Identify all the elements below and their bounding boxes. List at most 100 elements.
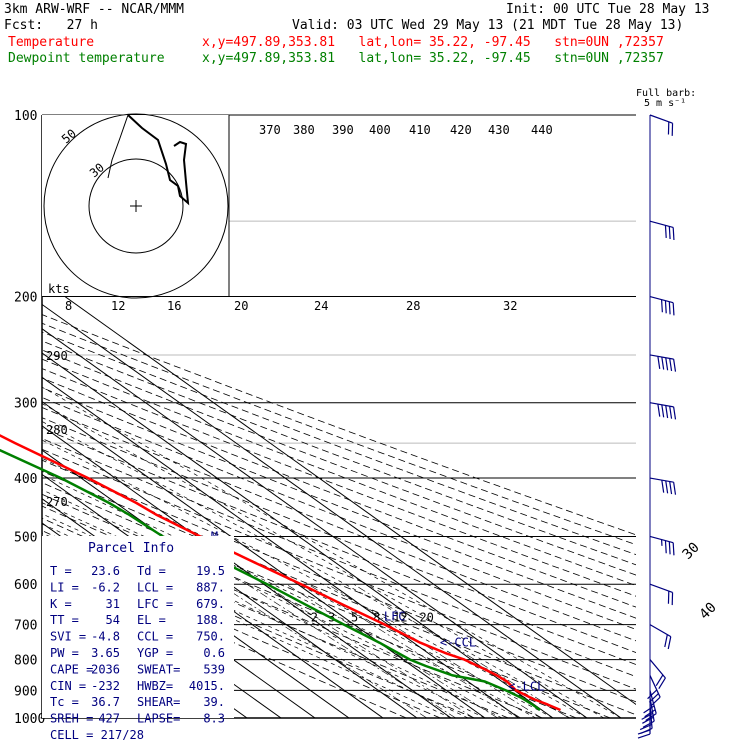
temperature-location: x,y=497.89,353.81 lat,lon= 35.22, -97.45… — [202, 35, 664, 50]
parcel-info-cell: 2036 — [91, 662, 120, 676]
pressure-tick-label: 200 — [14, 291, 37, 306]
wind-barb-flag — [650, 696, 661, 707]
parcel-info-cell: CIN = — [50, 679, 86, 693]
temperature-legend: Temperature — [8, 35, 95, 50]
parcel-info-cell: SHEAR= — [137, 695, 180, 709]
wind-barb-staff — [649, 535, 674, 544]
pressure-tick-label: 900 — [14, 684, 37, 699]
temperature-tick-label: 40 — [697, 600, 720, 623]
wind-barb-flag — [658, 677, 666, 690]
dry-adiabat — [42, 438, 636, 678]
mixing-ratio-line — [327, 583, 542, 718]
wind-barb-flag — [668, 541, 671, 555]
wind-barb-staff — [649, 220, 674, 228]
theta-label: 440 — [531, 123, 553, 137]
wind-barb-flag — [665, 405, 669, 419]
wind-barb-flag — [672, 542, 675, 556]
dry-adiabat — [42, 505, 543, 718]
wind-barb-flag — [637, 733, 651, 739]
ccl-marker: <-CCL — [440, 636, 476, 650]
dry-adiabat — [42, 448, 636, 690]
parcel-info-cell: 679. — [196, 597, 225, 611]
parcel-info-cell: 4015. — [189, 679, 225, 693]
wind-barb-flag — [657, 404, 661, 417]
parcel-info-cell: -232 — [91, 679, 120, 693]
parcel-info-cell: 427 — [98, 712, 120, 726]
pressure-tick-label: 100 — [14, 109, 37, 124]
mixing-ratio-label: 2 — [311, 611, 318, 625]
wind-barb-flag — [640, 727, 653, 735]
wind-barb — [649, 402, 677, 420]
dry-adiabat — [42, 417, 636, 653]
parcel-info-cell: -6.2 — [91, 580, 120, 594]
dry-adiabat — [42, 482, 611, 718]
wind-barb — [649, 535, 675, 556]
wind-barb-flag — [672, 227, 675, 241]
parcel-info-cell: 0.6 — [203, 646, 225, 660]
wind-barb — [649, 583, 674, 606]
wind-barb-flag — [673, 406, 677, 420]
temperature-tick-label: 30 — [680, 540, 703, 563]
model-title: 3km ARW-WRF -- NCAR/MMM — [4, 2, 185, 17]
moist-adiabat — [42, 489, 520, 718]
hodograph-ring-50 — [43, 113, 229, 299]
parcel-info-cell: Tc = — [50, 695, 79, 709]
wind-barb-flag — [642, 720, 655, 728]
parcel-info-title: Parcel Info — [88, 541, 174, 556]
theta-label: 390 — [332, 123, 354, 137]
wind-barb-flag — [665, 357, 669, 371]
isotherm — [42, 425, 452, 718]
hodograph-speed-label: 32 — [503, 299, 517, 313]
isotherm — [42, 328, 588, 718]
chart-grid — [41, 114, 636, 719]
theta-label: 410 — [409, 123, 431, 137]
dry-adiabat — [42, 358, 636, 586]
parcel-info-cell: SWEAT= — [137, 662, 180, 676]
theta-label: 430 — [488, 123, 510, 137]
wind-barb-flag — [669, 406, 673, 419]
dry-adiabat — [42, 349, 636, 576]
isotherm — [42, 449, 418, 718]
mixing-ratio-label: 8 — [373, 611, 380, 625]
mixing-ratio-line — [246, 583, 456, 718]
hodograph-speed-label: 8 — [65, 299, 72, 313]
wind-barb — [649, 354, 677, 372]
dewpoint-location: x,y=497.89,353.81 lat,lon= 35.22, -97.45… — [202, 51, 664, 66]
wind-barb-flag — [641, 712, 654, 720]
parcel-info-cell: 36.7 — [91, 695, 120, 709]
hodograph-storm-motion — [107, 114, 129, 179]
wind-barb-flag — [644, 709, 656, 718]
moist-adiabat — [42, 386, 622, 718]
hodograph-units: kts — [48, 282, 70, 296]
parcel-info-cell: 750. — [196, 630, 225, 644]
hodograph-trace — [127, 114, 190, 206]
isotherm — [42, 473, 384, 718]
parcel-info-cell: 19.5 — [196, 564, 225, 578]
mixing-ratio-label: 12 — [393, 611, 407, 625]
wind-barb — [643, 690, 657, 722]
isotherm — [42, 303, 622, 718]
wind-barb-flag — [648, 693, 659, 703]
dry-adiabat — [42, 331, 636, 556]
parcel-info-cell: LCL = — [137, 580, 173, 594]
parcel-info-cell: K = — [50, 597, 72, 611]
wind-barb-flag — [667, 636, 672, 650]
theta-label: 400 — [369, 123, 391, 137]
parcel-info-cell: LI = — [50, 580, 79, 594]
theta-label: 290 — [46, 349, 68, 363]
theta-label: 420 — [450, 123, 472, 137]
moist-adiabat — [42, 421, 588, 718]
parcel-info-cell: TT = — [50, 613, 79, 627]
valid-time: Valid: 03 UTC Wed 29 May 13 (21 MDT Tue … — [292, 18, 684, 33]
wind-barb — [649, 114, 674, 136]
wind-barb-staff — [649, 295, 674, 304]
dry-adiabat — [42, 377, 636, 608]
parcel-info-cell: CAPE = — [50, 662, 93, 676]
parcel-info-cell: LAPSE= — [137, 712, 180, 726]
wind-barb-flag — [673, 482, 677, 495]
hodograph-speed-label: 20 — [234, 299, 248, 313]
wind-barb-flag — [661, 480, 665, 493]
forecast-hour: Fcst: 27 h — [4, 18, 98, 33]
